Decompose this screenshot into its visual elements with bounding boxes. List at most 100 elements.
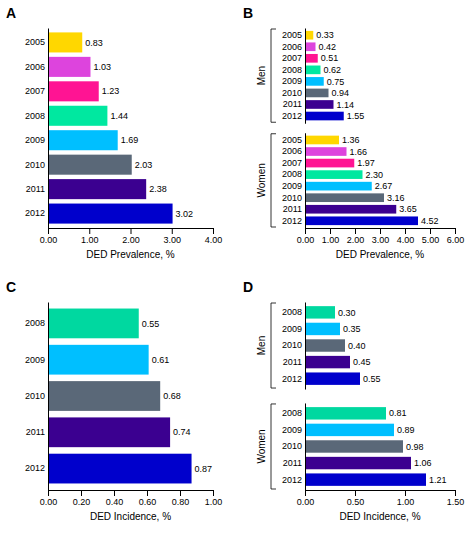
group-label: Women <box>256 163 267 197</box>
tick-label: 2008 <box>282 307 302 317</box>
tick-label: 2012 <box>25 208 45 218</box>
tick-label: 1.00 <box>322 235 340 245</box>
tick-label: 2006 <box>282 42 302 52</box>
bar <box>305 159 354 168</box>
data-label: 1.44 <box>110 111 128 121</box>
data-label: 1.36 <box>342 135 360 145</box>
tick-label: 6.00 <box>447 235 465 245</box>
tick-label: 2009 <box>282 181 302 191</box>
tick-label: 1.00 <box>81 235 99 245</box>
tick: 2011 <box>283 99 302 109</box>
tick: 2012 <box>25 463 45 473</box>
tick-mark <box>430 228 431 234</box>
tick-label: 0.00 <box>40 497 58 507</box>
tick: 2007 <box>282 53 302 63</box>
tick-label: 2010 <box>282 88 302 98</box>
panel-title: C <box>6 279 16 295</box>
axis-title: DED Prevalence, % <box>86 249 174 260</box>
tick: 1.00 <box>81 228 99 245</box>
data-label: 2.30 <box>366 170 384 180</box>
bar <box>305 77 324 86</box>
tick: 0.40 <box>106 490 124 507</box>
tick: 1.50 <box>447 490 465 507</box>
tick: 0.00 <box>297 228 315 245</box>
tick-label: 2009 <box>282 76 302 86</box>
tick: 2006 <box>282 42 302 52</box>
tick-label: 2011 <box>283 357 302 367</box>
tick-label: 0.00 <box>297 235 315 245</box>
panel: 0.831.031.231.441.692.032.383.0220052006… <box>6 5 222 260</box>
bar <box>305 216 418 225</box>
bar <box>48 381 160 411</box>
bar <box>305 323 340 335</box>
data-label: 4.52 <box>421 216 439 226</box>
tick: 2009 <box>25 355 45 365</box>
tick-label: 2011 <box>26 427 45 437</box>
tick: 5.00 <box>422 228 440 245</box>
tick: 1.00 <box>205 490 223 507</box>
tick: 0.00 <box>40 490 58 507</box>
bar <box>48 417 170 447</box>
tick: 2012 <box>282 475 302 485</box>
tick-label: 2006 <box>282 146 302 156</box>
tick-label: 2010 <box>25 160 45 170</box>
data-label: 0.75 <box>327 77 345 87</box>
tick: 3.00 <box>372 228 390 245</box>
panel: 0.300.350.400.450.550.810.890.981.061.21… <box>243 279 464 522</box>
group-label: Men <box>256 336 267 355</box>
panel-title: B <box>243 5 253 21</box>
axis-title: DED Prevalence, % <box>336 249 424 260</box>
tick-label: 0.40 <box>106 497 124 507</box>
bar <box>48 345 149 375</box>
x-axis: 0.001.002.003.004.00 <box>40 228 223 245</box>
tick-label: 0.00 <box>40 235 58 245</box>
tick-label: 2.00 <box>347 235 365 245</box>
tick-mark <box>455 490 456 496</box>
tick: 1.00 <box>322 228 340 245</box>
tick: 0.60 <box>139 490 157 507</box>
x-axis: 0.001.002.003.004.005.006.00 <box>297 228 465 245</box>
bar <box>305 42 316 51</box>
tick-label: 2007 <box>282 53 302 63</box>
tick-label: 2005 <box>282 135 302 145</box>
tick: 0.50 <box>347 490 365 507</box>
tick: 2006 <box>282 146 302 156</box>
tick-label: 1.00 <box>397 497 415 507</box>
data-label: 0.33 <box>316 30 334 40</box>
data-label: 0.74 <box>173 427 191 437</box>
tick-mark <box>89 228 90 234</box>
tick: 2009 <box>282 324 302 334</box>
x-axis: 0.000.200.400.600.801.00 <box>40 490 223 507</box>
tick-mark <box>48 490 49 496</box>
data-labels: 0.300.350.400.450.550.810.890.981.061.21 <box>338 308 447 485</box>
data-label: 1.23 <box>102 86 120 96</box>
data-label: 0.40 <box>348 341 366 351</box>
data-labels: 0.330.420.510.620.750.941.141.551.361.66… <box>316 30 438 226</box>
tick: 2005 <box>25 37 45 47</box>
bracket <box>271 29 276 122</box>
bar <box>305 372 360 384</box>
tick-mark <box>114 490 115 496</box>
data-label: 0.51 <box>321 53 339 63</box>
data-label: 0.30 <box>338 308 356 318</box>
data-label: 0.68 <box>163 391 181 401</box>
tick-mark <box>355 490 356 496</box>
y-axis: 20082009201020112012 <box>25 303 49 491</box>
bars <box>48 309 192 484</box>
tick-label: 2011 <box>283 99 302 109</box>
tick-mark <box>305 490 306 496</box>
tick-label: 2006 <box>25 62 45 72</box>
tick-mark <box>147 490 148 496</box>
tick: 0.80 <box>172 490 190 507</box>
tick-mark <box>330 228 331 234</box>
bracket <box>271 134 276 227</box>
tick-label: 0.00 <box>297 497 315 507</box>
axis-line <box>305 303 306 390</box>
bar <box>305 193 384 202</box>
tick-label: 2010 <box>25 391 45 401</box>
data-label: 1.69 <box>121 135 139 145</box>
panel: 0.550.610.680.740.8720082009201020112012… <box>6 279 222 522</box>
tick: 2008 <box>282 307 302 317</box>
tick-label: 2010 <box>282 340 302 350</box>
bars <box>48 32 173 223</box>
